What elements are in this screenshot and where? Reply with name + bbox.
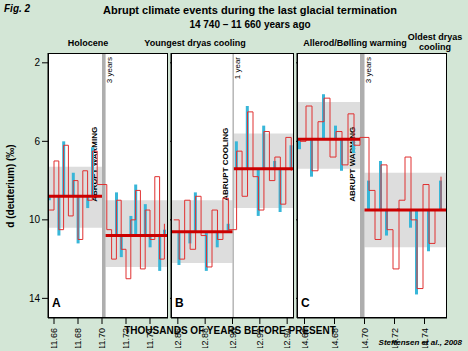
- svg-text:11.66: 11.66: [49, 328, 59, 348]
- html-text:Allerod/Bølling warming: Allerod/Bølling warming: [303, 38, 407, 48]
- svg-text:ABRUPT COOLING: ABRUPT COOLING: [221, 128, 230, 201]
- svg-text:11.70: 11.70: [97, 328, 107, 348]
- svg-text:3 years: 3 years: [364, 57, 373, 83]
- html-text:THOUSANDS OF YEARS BEFORE PRES: THOUSANDS OF YEARS BEFORE PRESENT: [124, 325, 336, 336]
- svg-text:1 year: 1 year: [233, 57, 242, 80]
- html-text:C: C: [301, 296, 310, 310]
- svg-text:10: 10: [29, 214, 41, 225]
- svg-text:2: 2: [34, 57, 40, 68]
- svg-text:6: 6: [34, 136, 40, 147]
- svg-text:11.68: 11.68: [73, 328, 83, 348]
- svg-text:14.70: 14.70: [360, 328, 370, 348]
- svg-text:3 years: 3 years: [105, 57, 114, 83]
- svg-text:ABRUPT WARMING: ABRUPT WARMING: [348, 126, 357, 202]
- html-text:Steffensen et al., 2008: Steffensen et al., 2008: [378, 338, 462, 347]
- html-text:A: A: [52, 296, 61, 310]
- html-text:Abrupt climate events during t: Abrupt climate events during the last gl…: [103, 4, 397, 16]
- svg-text:14: 14: [29, 293, 41, 304]
- svg-text:ABRUPT WARMING: ABRUPT WARMING: [90, 126, 99, 202]
- html-text:14 740 – 11 660 years ago: 14 740 – 11 660 years ago: [189, 19, 311, 30]
- html-text:Youngest dryas cooling: Youngest dryas cooling: [144, 38, 246, 48]
- html-text:d (deuterium) (‰): d (deuterium) (‰): [4, 143, 16, 228]
- html-text:B: B: [175, 296, 184, 310]
- html-text:Holocene: Holocene: [67, 38, 109, 48]
- html-text:Oldest dryas cooling: Oldest dryas cooling: [407, 32, 463, 52]
- html-text:Fig. 2: Fig. 2: [4, 3, 31, 14]
